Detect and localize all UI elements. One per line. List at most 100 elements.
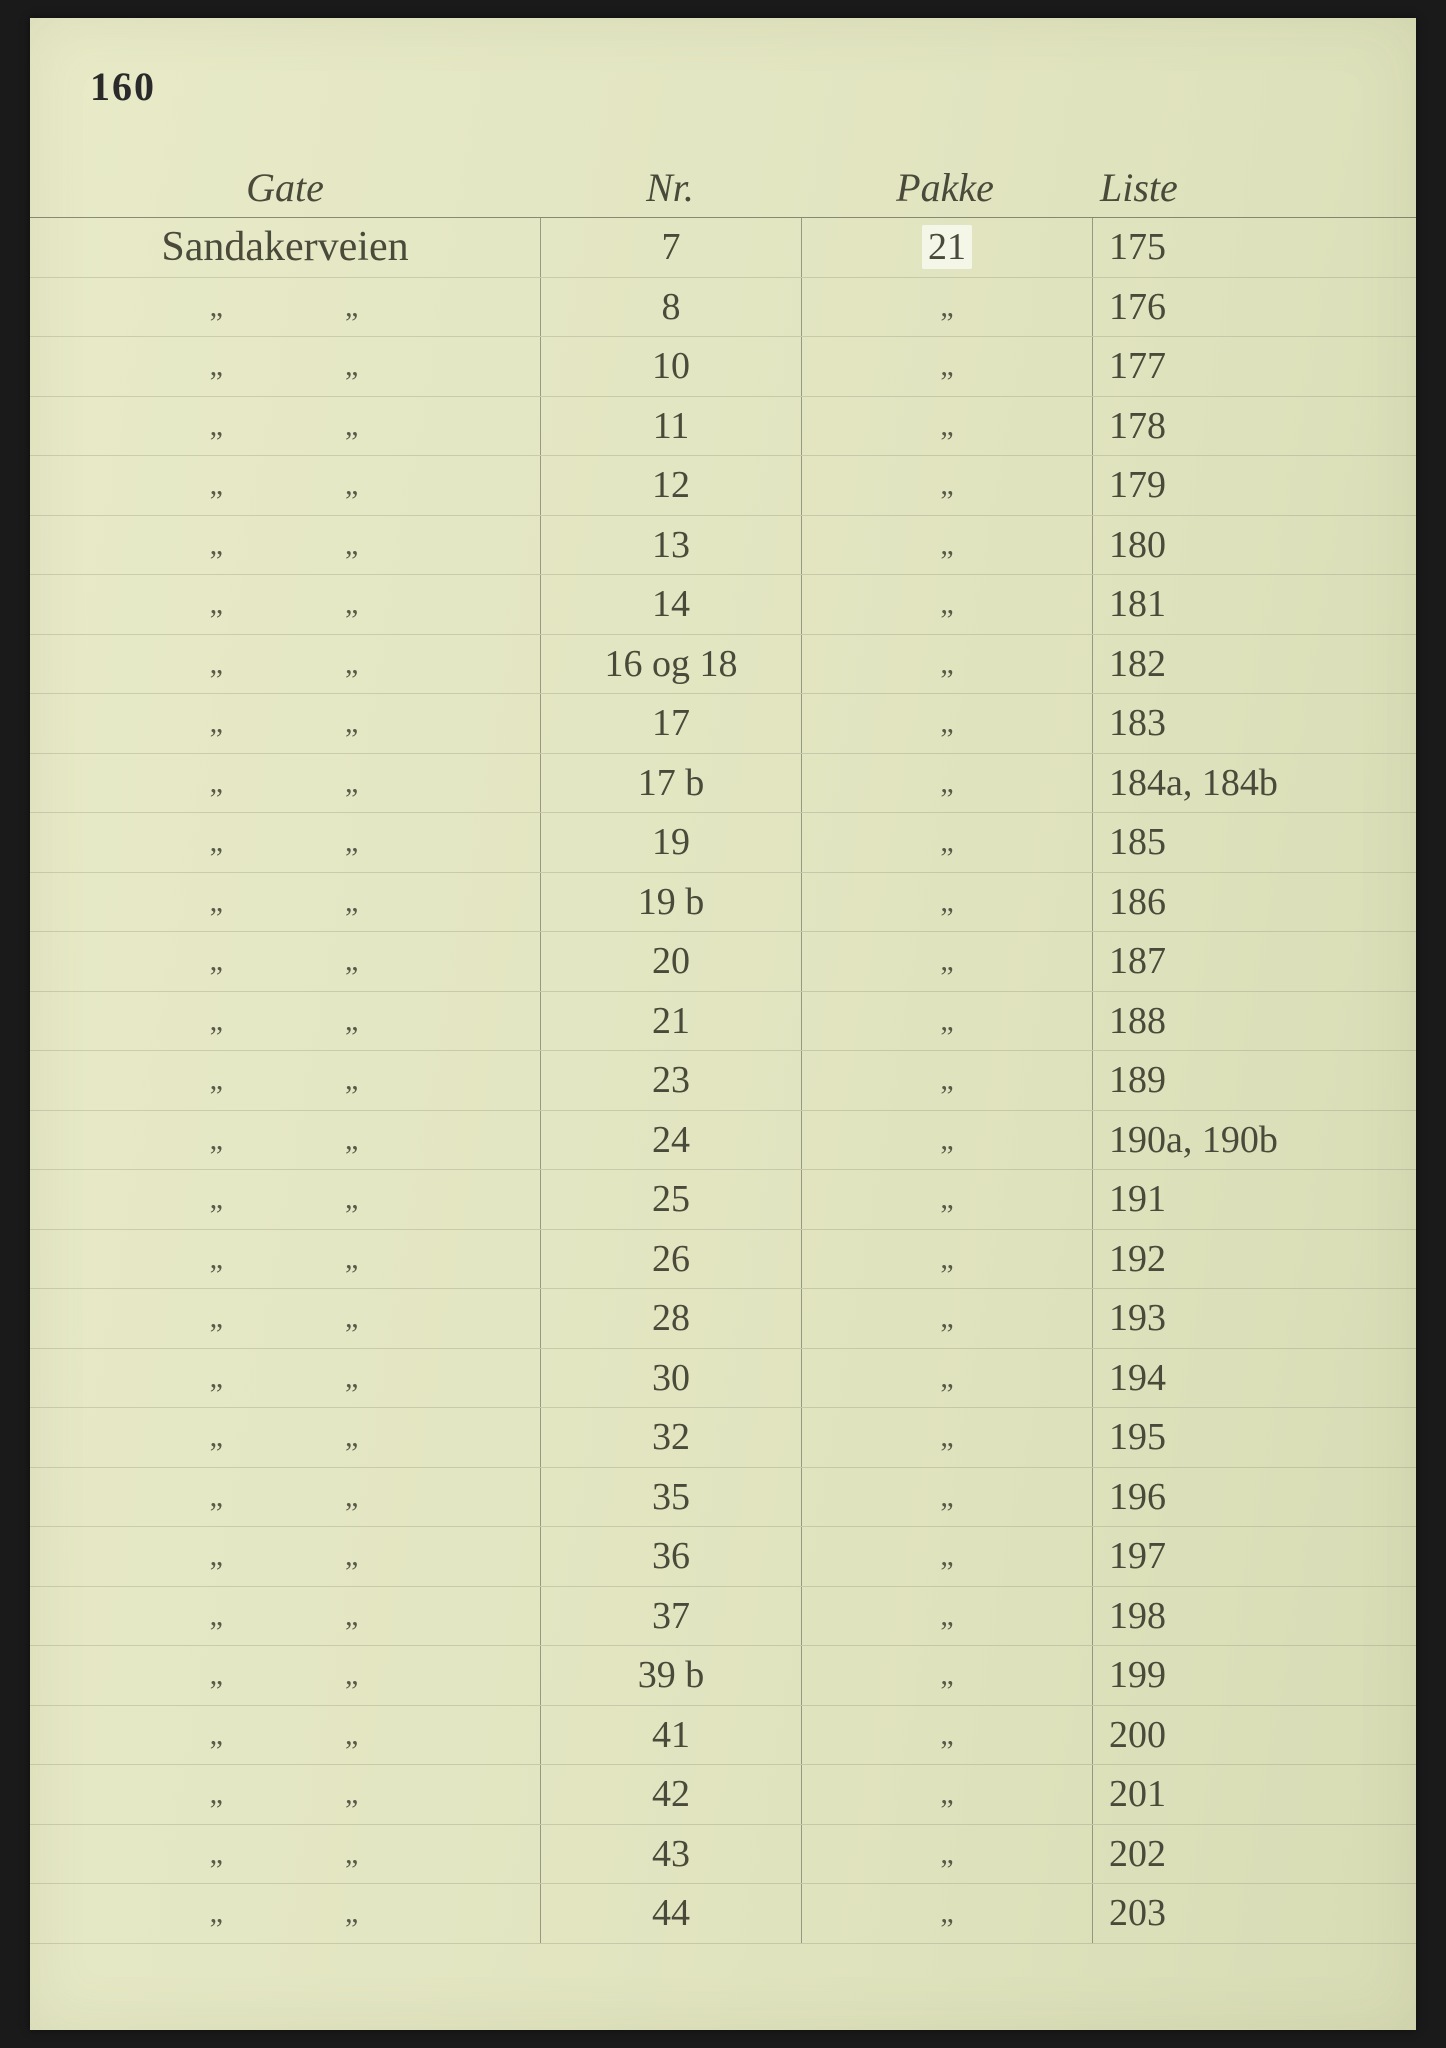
table-row: „„23„189: [30, 1051, 1416, 1111]
cell-gate: „„: [30, 278, 541, 337]
header-nr: Nr.: [540, 164, 800, 211]
ditto-mark-icon: „: [940, 1301, 953, 1335]
cell-gate: „„: [30, 635, 541, 694]
cell-pakke: „: [802, 932, 1093, 991]
cell-nr: 13: [541, 516, 802, 575]
header-gate: Gate: [30, 164, 540, 211]
cell-gate: „„: [30, 1646, 541, 1705]
cell-pakke: „: [802, 278, 1093, 337]
cell-gate: „„: [30, 1825, 541, 1884]
table-row: „„24„190a, 190b: [30, 1111, 1416, 1171]
cell-nr: 30: [541, 1349, 802, 1408]
ditto-mark-icon: „: [940, 766, 953, 800]
ditto-mark-icon: „: [940, 1182, 953, 1216]
cell-gate: „„: [30, 1230, 541, 1289]
cell-liste: 175: [1093, 218, 1416, 277]
pakke-value: 21: [922, 225, 972, 269]
cell-gate: „„: [30, 1884, 541, 1943]
ditto-mark-icon: „: [940, 647, 953, 681]
ditto-mark-icon: „„: [210, 1658, 361, 1692]
cell-nr: 44: [541, 1884, 802, 1943]
ditto-mark-icon: „„: [210, 1896, 361, 1930]
table-row: „„10„177: [30, 337, 1416, 397]
table-row: „„19 b„186: [30, 873, 1416, 933]
cell-nr: 36: [541, 1527, 802, 1586]
cell-gate: „„: [30, 1051, 541, 1110]
cell-gate: „„: [30, 1527, 541, 1586]
cell-liste: 192: [1093, 1230, 1416, 1289]
cell-nr: 11: [541, 397, 802, 456]
cell-gate: „„: [30, 397, 541, 456]
cell-pakke: „: [802, 635, 1093, 694]
table-row: „„11 „ 178: [30, 397, 1416, 457]
ditto-mark-icon: „„: [210, 1420, 361, 1454]
ditto-mark-icon: „„: [210, 528, 361, 562]
table-row: „„17„183: [30, 694, 1416, 754]
cell-pakke: „: [802, 516, 1093, 575]
cell-nr: 7: [541, 218, 802, 277]
cell-nr: 16 og 18: [541, 635, 802, 694]
cell-liste: 183: [1093, 694, 1416, 753]
table-row: „„39 b„199: [30, 1646, 1416, 1706]
header-liste: Liste: [1090, 164, 1416, 211]
ditto-mark-icon: „„: [210, 1361, 361, 1395]
table-row: „„17 b„184a, 184b: [30, 754, 1416, 814]
cell-gate: „„: [30, 1349, 541, 1408]
cell-pakke: „: [802, 992, 1093, 1051]
ditto-mark-icon: „: [940, 944, 953, 978]
cell-pakke: „: [802, 1765, 1093, 1824]
cell-nr: 20: [541, 932, 802, 991]
ditto-mark-icon: „„: [210, 825, 361, 859]
ditto-mark-icon: „: [940, 409, 953, 443]
ditto-mark-icon: „„: [210, 1539, 361, 1573]
table-row: „„8„176: [30, 278, 1416, 338]
cell-pakke: „: [802, 1230, 1093, 1289]
ditto-mark-icon: „: [940, 1837, 953, 1871]
ditto-mark-icon: „„: [210, 766, 361, 800]
cell-pakke: „: [802, 1170, 1093, 1229]
ditto-mark-icon: „„: [210, 1837, 361, 1871]
ditto-mark-icon: „„: [210, 1599, 361, 1633]
cell-nr: 21: [541, 992, 802, 1051]
cell-gate: „„: [30, 516, 541, 575]
table-row: „„21„188: [30, 992, 1416, 1052]
cell-gate: „„: [30, 1468, 541, 1527]
cell-pakke: „: [802, 1587, 1093, 1646]
ledger-page: 160 Gate Nr. Pakke Liste Sandakerveien 7…: [30, 18, 1416, 2030]
cell-liste: 200: [1093, 1706, 1416, 1765]
table-row: Sandakerveien 7 21 175: [30, 218, 1416, 278]
ditto-mark-icon: „: [940, 1420, 953, 1454]
cell-pakke: „: [802, 1289, 1093, 1348]
cell-nr: 23: [541, 1051, 802, 1110]
cell-pakke: „: [802, 1646, 1093, 1705]
cell-liste: 201: [1093, 1765, 1416, 1824]
ditto-mark-icon: „: [940, 885, 953, 919]
ditto-mark-icon: „„: [210, 1182, 361, 1216]
table-row: „„16 og 18„182: [30, 635, 1416, 695]
cell-liste: 179: [1093, 456, 1416, 515]
ditto-mark-icon: „: [940, 706, 953, 740]
ditto-mark-icon: „: [940, 290, 953, 324]
cell-liste: 177: [1093, 337, 1416, 396]
cell-gate: „„: [30, 1765, 541, 1824]
table-row: „„19„185: [30, 813, 1416, 873]
cell-pakke: „: [802, 1111, 1093, 1170]
cell-gate: „„: [30, 575, 541, 634]
cell-liste: 191: [1093, 1170, 1416, 1229]
ditto-mark-icon: „: [940, 468, 953, 502]
table-body: Sandakerveien 7 21 175 „„8„176„„10„177„„…: [30, 218, 1416, 1944]
cell-nr: 37: [541, 1587, 802, 1646]
ditto-mark-icon: „„: [210, 587, 361, 621]
table-row: „„26„192: [30, 1230, 1416, 1290]
cell-pakke: 21: [802, 218, 1093, 277]
cell-pakke: „: [802, 694, 1093, 753]
cell-pakke: „: [802, 456, 1093, 515]
table-row: „„20„187: [30, 932, 1416, 992]
table-row: „„12„179: [30, 456, 1416, 516]
ditto-mark-icon: „„: [210, 1242, 361, 1276]
ditto-mark-icon: „: [940, 1123, 953, 1157]
ledger-table: Gate Nr. Pakke Liste Sandakerveien 7 21 …: [30, 158, 1416, 1944]
cell-gate: „„: [30, 1408, 541, 1467]
cell-liste: 178: [1093, 397, 1416, 456]
ditto-mark-icon: „„: [210, 1301, 361, 1335]
